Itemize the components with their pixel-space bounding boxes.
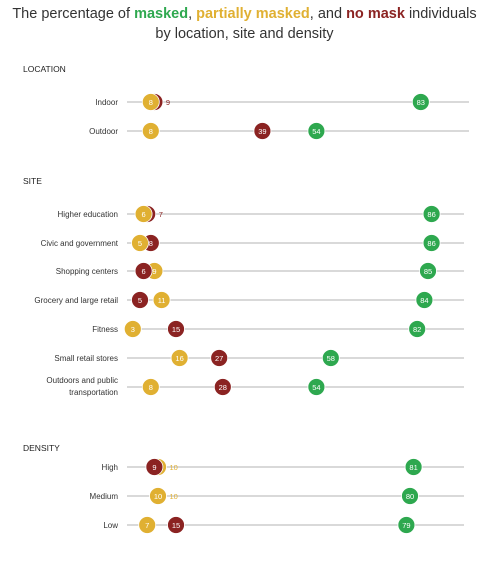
value-no-mask-medium: 10 xyxy=(154,492,162,501)
value-no-mask-grocery-and-large-retail: 5 xyxy=(138,296,142,305)
value-masked-civic-and-government: 86 xyxy=(427,239,435,248)
row-label-low: Low xyxy=(103,521,118,530)
row-label-small-retail-stores: Small retail stores xyxy=(54,354,118,363)
value-masked-low: 79 xyxy=(402,521,410,530)
value-partial-medium: 10 xyxy=(170,492,178,501)
value-partial-indoor: 8 xyxy=(149,98,153,107)
dot-partial-outdoors-and-public-transportation xyxy=(141,378,160,396)
value-partial-high: 10 xyxy=(170,463,178,472)
dot-no-mask-high xyxy=(145,458,164,476)
value-no-mask-outdoor: 39 xyxy=(258,127,266,136)
group-label-density: DENSITY xyxy=(23,443,60,453)
title-nomask: no mask xyxy=(346,6,405,22)
dot-partial-fitness xyxy=(123,320,142,338)
row-label-medium: Medium xyxy=(90,492,119,501)
value-partial-low: 7 xyxy=(145,521,149,530)
value-masked-small-retail-stores: 58 xyxy=(327,354,335,363)
value-no-mask-indoor: 9 xyxy=(166,98,170,107)
dot-no-mask-low xyxy=(167,516,185,534)
value-partial-civic-and-government: 5 xyxy=(138,239,142,248)
dot-partial-outdoor xyxy=(141,122,160,140)
title-pre: The percentage of xyxy=(12,6,135,22)
value-no-mask-low: 15 xyxy=(172,521,180,530)
chart-title: The percentage of masked, partially mask… xyxy=(0,4,489,44)
dot-masked-medium xyxy=(401,487,419,505)
value-masked-higher-education: 86 xyxy=(427,210,435,219)
value-masked-outdoors-and-public-transportation: 54 xyxy=(312,383,320,392)
value-no-mask-small-retail-stores: 27 xyxy=(215,354,223,363)
value-no-mask-shopping-centers: 6 xyxy=(142,267,146,276)
value-masked-high: 81 xyxy=(409,463,417,472)
row-label-outdoors-and-public-transportation-line-1: Outdoors and public xyxy=(46,376,118,385)
value-partial-outdoors-and-public-transportation: 8 xyxy=(149,383,153,392)
dot-partial-medium xyxy=(149,487,167,505)
dot-partial-low xyxy=(138,516,157,534)
value-partial-shopping-centers: 9 xyxy=(152,267,156,276)
row-label-civic-and-government: Civic and government xyxy=(41,239,119,248)
value-no-mask-high: 9 xyxy=(152,463,156,472)
title-line-1: The percentage of masked, partially mask… xyxy=(0,4,489,24)
row-label-high: High xyxy=(102,463,118,472)
value-partial-small-retail-stores: 16 xyxy=(175,354,183,363)
dot-masked-small-retail-stores xyxy=(321,349,340,367)
value-no-mask-fitness: 15 xyxy=(172,325,180,334)
value-no-mask-outdoors-and-public-transportation: 28 xyxy=(219,383,227,392)
value-masked-outdoor: 54 xyxy=(312,127,320,136)
dot-no-mask-fitness xyxy=(167,320,185,338)
row-label-indoor: Indoor xyxy=(95,98,118,107)
row-label-grocery-and-large-retail: Grocery and large retail xyxy=(34,296,118,305)
dot-masked-outdoor xyxy=(307,122,326,140)
dot-partial-civic-and-government xyxy=(131,234,149,252)
dot-masked-higher-education xyxy=(422,205,441,223)
dot-masked-shopping-centers xyxy=(419,262,437,280)
value-masked-shopping-centers: 85 xyxy=(424,267,432,276)
title-line-2: by location, site and density xyxy=(155,26,334,42)
value-no-mask-civic-and-government: 8 xyxy=(149,239,153,248)
dot-masked-high xyxy=(404,458,423,476)
title-post: individuals xyxy=(404,6,477,22)
dot-partial-indoor xyxy=(141,93,160,111)
title-masked: masked xyxy=(134,6,189,22)
row-label-outdoors-and-public-transportation-line-2: transportation xyxy=(69,388,118,397)
value-partial-fitness: 3 xyxy=(131,325,135,334)
value-masked-fitness: 82 xyxy=(413,325,421,334)
value-partial-higher-education: 6 xyxy=(142,210,146,219)
dot-masked-civic-and-government xyxy=(422,234,441,252)
title-partial: partially masked xyxy=(196,6,310,22)
row-label-outdoor: Outdoor xyxy=(89,127,118,136)
value-masked-indoor: 83 xyxy=(417,98,425,107)
value-no-mask-higher-education: 7 xyxy=(159,210,163,219)
dot-masked-low xyxy=(397,516,416,534)
dot-no-mask-shopping-centers xyxy=(134,262,153,280)
value-partial-outdoor: 8 xyxy=(149,127,153,136)
dot-masked-indoor xyxy=(411,93,430,111)
value-masked-medium: 80 xyxy=(406,492,414,501)
dot-no-mask-outdoors-and-public-transportation xyxy=(213,378,232,396)
dot-partial-small-retail-stores xyxy=(170,349,189,367)
dot-masked-grocery-and-large-retail xyxy=(415,291,434,309)
group-label-location: LOCATION xyxy=(23,64,66,74)
group-label-site: SITE xyxy=(23,176,42,186)
dot-masked-outdoors-and-public-transportation xyxy=(307,378,326,396)
dot-no-mask-small-retail-stores xyxy=(210,349,229,367)
title-sep-1: , xyxy=(188,6,197,22)
row-label-fitness: Fitness xyxy=(92,325,118,334)
dot-no-mask-grocery-and-large-retail xyxy=(131,291,149,309)
row-label-shopping-centers: Shopping centers xyxy=(56,267,118,276)
dot-masked-fitness xyxy=(408,320,427,338)
dot-no-mask-outdoor xyxy=(253,122,272,140)
dot-partial-grocery-and-large-retail xyxy=(152,291,171,309)
value-partial-grocery-and-large-retail: 11 xyxy=(158,296,166,305)
value-masked-grocery-and-large-retail: 84 xyxy=(420,296,428,305)
title-sep-2: , and xyxy=(309,6,347,22)
dot-partial-higher-education xyxy=(134,205,153,223)
row-label-higher-education: Higher education xyxy=(58,210,118,219)
